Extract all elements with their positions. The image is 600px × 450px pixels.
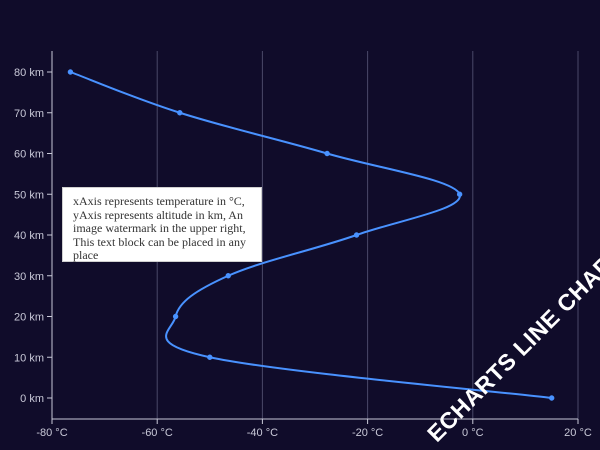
y-tick-label: 80 km [14, 67, 44, 79]
data-point[interactable] [225, 273, 231, 279]
x-tick-label: -80 °C [36, 427, 67, 439]
y-tick-label: 20 km [14, 312, 44, 324]
data-point[interactable] [177, 110, 183, 116]
data-point[interactable] [549, 395, 555, 401]
x-tick-label: -60 °C [142, 427, 173, 439]
x-tick-label: -40 °C [247, 427, 278, 439]
series-layer [67, 69, 555, 401]
data-point[interactable] [67, 69, 74, 75]
y-tick-label: 60 km [14, 149, 44, 161]
y-tick-label: 10 km [14, 352, 44, 364]
y-tick-label: 50 km [14, 189, 44, 201]
y-tick-label: 0 km [20, 393, 44, 405]
x-tick-label: 20 °C [564, 427, 592, 439]
x-tick-label: -20 °C [352, 427, 383, 439]
y-tick-label: 70 km [14, 108, 44, 120]
data-point[interactable] [353, 232, 360, 238]
annotation-text-block: xAxis represents temperature in °C, yAxi… [62, 187, 262, 262]
grid-lines [156, 51, 579, 419]
data-point[interactable] [456, 191, 463, 197]
y-tick-label: 40 km [14, 230, 44, 242]
data-point[interactable] [324, 150, 330, 157]
data-point[interactable] [172, 313, 179, 320]
data-point[interactable] [207, 354, 213, 360]
x-tick-label: 0 °C [462, 427, 484, 439]
y-tick-label: 30 km [14, 271, 44, 283]
x-axis-ticks: -80 °C -60 °C -40 °C -20 °C 0 °C 20 °C [36, 419, 592, 439]
y-axis-ticks: 0 km 10 km 20 km 30 km 40 km 50 km 60 km 70 km 8… [14, 67, 52, 405]
